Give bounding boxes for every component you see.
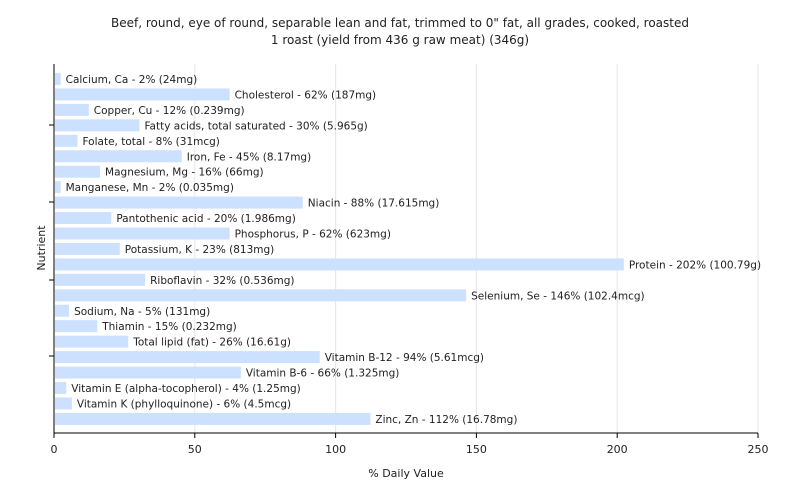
bar-1 [55, 88, 230, 101]
bar-7 [55, 181, 61, 194]
bar-3 [55, 119, 140, 132]
bar-6 [55, 165, 101, 178]
chart-title: Beef, round, eye of round, separable lea… [111, 16, 689, 30]
bar-8 [55, 196, 303, 209]
bar-19 [55, 366, 241, 379]
bar-label-7: Manganese, Mn - 2% (0.035mg) [66, 182, 234, 194]
bar-label-14: Selenium, Se - 146% (102.4mcg) [471, 290, 645, 302]
x-tick-label-4: 200 [607, 443, 628, 456]
bar-18 [55, 351, 320, 364]
bar-20 [55, 382, 67, 394]
bar-14 [55, 289, 467, 302]
axes: 0 50 100 150 200 250 [49, 64, 769, 456]
bar-label-16: Thiamin - 15% (0.232mg) [101, 321, 237, 333]
bar-label-12: Protein - 202% (100.79g) [629, 259, 761, 271]
bar-21 [55, 397, 72, 410]
bar-15 [55, 304, 70, 317]
bar-17 [55, 335, 129, 348]
bar-12 [55, 258, 624, 271]
bar-label-13: Riboflavin - 32% (0.536mg) [150, 275, 294, 287]
x-tick-label-1: 50 [188, 443, 202, 456]
x-tick-label-0: 0 [51, 443, 58, 456]
bar-label-15: Sodium, Na - 5% (131mg) [74, 306, 210, 318]
bar-22 [55, 412, 371, 425]
bar-16 [55, 320, 98, 333]
bar-5 [55, 150, 182, 163]
bars: Calcium, Ca - 2% (24mg) Cholesterol - 62%… [55, 73, 761, 426]
bar-label-22: Zinc, Zn - 112% (16.78mg) [375, 414, 517, 426]
bar-13 [55, 273, 146, 286]
bar-2 [55, 103, 89, 116]
bar-0 [55, 73, 61, 85]
bar-label-9: Pantothenic acid - 20% (1.986mg) [116, 213, 295, 225]
bar-label-3: Fatty acids, total saturated - 30% (5.96… [144, 120, 367, 132]
chart-subtitle: 1 roast (yield from 436 g raw meat) (346… [271, 33, 529, 47]
y-axis-label: Nutrient [35, 225, 48, 271]
bar-9 [55, 212, 112, 225]
bar-label-5: Iron, Fe - 45% (8.17mg) [187, 151, 311, 163]
bar-label-11: Potassium, K - 23% (813mg) [125, 244, 275, 256]
bar-label-0: Calcium, Ca - 2% (24mg) [66, 74, 198, 86]
bar-label-1: Cholesterol - 62% (187mg) [235, 89, 377, 101]
bar-label-21: Vitamin K (phylloquinone) - 6% (4.5mcg) [77, 398, 291, 410]
bar-label-8: Niacin - 88% (17.615mg) [308, 198, 440, 210]
bar-label-4: Folate, total - 8% (31mcg) [83, 136, 220, 148]
bar-label-2: Copper, Cu - 12% (0.239mg) [94, 105, 245, 117]
x-tick-label-2: 100 [325, 443, 346, 456]
bar-4 [55, 134, 78, 147]
x-tick-label-5: 250 [748, 443, 769, 456]
bar-label-10: Phosphorus, P - 62% (623mg) [235, 229, 391, 241]
bar-label-17: Total lipid (fat) - 26% (16.61g) [132, 337, 291, 349]
x-axis-label: % Daily Value [368, 467, 444, 480]
bar-label-19: Vitamin B-6 - 66% (1.325mg) [246, 368, 400, 380]
bar-label-20: Vitamin E (alpha-tocopherol) - 4% (1.25m… [71, 383, 301, 395]
bar-10 [55, 227, 230, 240]
bar-11 [55, 242, 120, 255]
bar-label-6: Magnesium, Mg - 16% (66mg) [105, 167, 264, 179]
bar-label-18: Vitamin B-12 - 94% (5.61mcg) [325, 352, 484, 364]
x-tick-label-3: 150 [466, 443, 487, 456]
